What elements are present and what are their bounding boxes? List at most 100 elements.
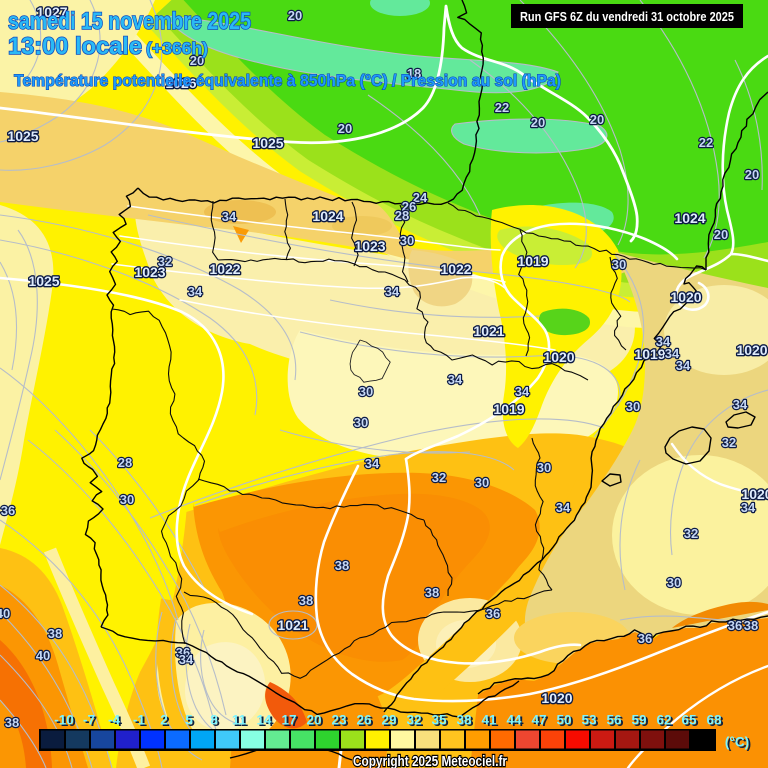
svg-text:30: 30 xyxy=(400,233,414,248)
svg-text:1025: 1025 xyxy=(252,135,283,151)
svg-text:(°C): (°C) xyxy=(725,735,749,750)
svg-text:1019: 1019 xyxy=(517,253,548,269)
svg-text:Température potentielle équiva: Température potentielle équivalente à 85… xyxy=(14,71,561,90)
svg-text:2: 2 xyxy=(162,714,170,729)
svg-text:20: 20 xyxy=(714,227,728,242)
svg-text:1024: 1024 xyxy=(312,208,343,224)
svg-text:68: 68 xyxy=(708,714,724,729)
svg-text:Copyright 2025 Meteociel.fr: Copyright 2025 Meteociel.fr xyxy=(353,754,507,768)
svg-text:20: 20 xyxy=(306,713,321,728)
svg-text:68: 68 xyxy=(706,713,722,728)
svg-text:47: 47 xyxy=(533,714,548,729)
svg-text:5: 5 xyxy=(187,714,195,729)
svg-text:8: 8 xyxy=(210,713,218,728)
svg-text:14: 14 xyxy=(258,714,274,729)
svg-text:1020: 1020 xyxy=(741,486,768,502)
svg-text:36: 36 xyxy=(638,631,652,646)
svg-text:1023: 1023 xyxy=(354,238,385,254)
svg-text:40: 40 xyxy=(36,648,50,663)
svg-text:32: 32 xyxy=(722,435,736,450)
svg-text:34: 34 xyxy=(385,284,400,299)
svg-text:47: 47 xyxy=(531,713,546,728)
svg-text:14: 14 xyxy=(256,713,272,728)
svg-text:20: 20 xyxy=(531,115,545,130)
svg-text:13:00 locale: 13:00 locale xyxy=(8,33,142,60)
svg-text:59: 59 xyxy=(633,714,648,729)
svg-text:20: 20 xyxy=(745,167,759,182)
svg-text:53: 53 xyxy=(583,714,599,729)
svg-text:1022: 1022 xyxy=(209,261,240,277)
svg-text:30: 30 xyxy=(475,475,489,490)
svg-text:36: 36 xyxy=(728,618,742,633)
svg-text:8: 8 xyxy=(212,714,220,729)
svg-text:20: 20 xyxy=(338,121,352,136)
svg-text:34: 34 xyxy=(448,372,463,387)
svg-text:1027: 1027 xyxy=(36,4,67,20)
svg-text:30: 30 xyxy=(612,257,626,272)
svg-text:38: 38 xyxy=(744,618,758,633)
svg-text:29: 29 xyxy=(383,714,398,729)
svg-text:38: 38 xyxy=(48,626,62,641)
svg-text:1026: 1026 xyxy=(165,75,196,91)
svg-text:32: 32 xyxy=(432,470,446,485)
svg-text:-10: -10 xyxy=(56,714,76,729)
svg-text:34: 34 xyxy=(665,346,680,361)
svg-text:28: 28 xyxy=(118,455,132,470)
svg-text:1021: 1021 xyxy=(277,617,308,633)
svg-text:53: 53 xyxy=(581,713,597,728)
svg-text:29: 29 xyxy=(381,713,396,728)
svg-text:32: 32 xyxy=(158,254,172,269)
svg-text:23: 23 xyxy=(333,714,349,729)
svg-text:samedi 15 novembre 2025: samedi 15 novembre 2025 xyxy=(8,8,251,35)
svg-text:38: 38 xyxy=(299,593,313,608)
svg-text:38: 38 xyxy=(5,715,19,730)
svg-text:34: 34 xyxy=(733,397,748,412)
svg-text:18: 18 xyxy=(407,66,421,81)
svg-text:-10: -10 xyxy=(54,713,74,728)
svg-text:41: 41 xyxy=(483,714,499,729)
svg-text:20: 20 xyxy=(590,112,604,127)
svg-text:50: 50 xyxy=(558,714,573,729)
svg-text:62: 62 xyxy=(656,713,671,728)
svg-text:40: 40 xyxy=(0,606,10,621)
svg-text:17: 17 xyxy=(281,713,296,728)
svg-text:30: 30 xyxy=(354,415,368,430)
svg-text:34: 34 xyxy=(556,500,571,515)
svg-text:1023: 1023 xyxy=(134,264,165,280)
svg-text:1019: 1019 xyxy=(493,401,524,417)
svg-text:30: 30 xyxy=(120,492,134,507)
svg-text:22: 22 xyxy=(495,100,509,115)
svg-text:-7: -7 xyxy=(83,713,95,728)
svg-text:26: 26 xyxy=(356,713,372,728)
svg-text:56: 56 xyxy=(608,714,624,729)
svg-text:34: 34 xyxy=(222,209,237,224)
svg-text:32: 32 xyxy=(406,713,421,728)
svg-text:34: 34 xyxy=(365,456,380,471)
svg-text:34: 34 xyxy=(188,284,203,299)
svg-text:34: 34 xyxy=(741,500,756,515)
svg-text:41: 41 xyxy=(481,713,497,728)
svg-text:34: 34 xyxy=(179,652,194,667)
svg-text:1020: 1020 xyxy=(541,690,572,706)
svg-text:(+366h): (+366h) xyxy=(146,39,208,58)
svg-text:1020: 1020 xyxy=(670,289,701,305)
svg-text:5: 5 xyxy=(185,713,193,728)
svg-text:1020: 1020 xyxy=(736,342,767,358)
svg-text:44: 44 xyxy=(506,713,522,728)
svg-text:20: 20 xyxy=(308,714,323,729)
svg-text:36: 36 xyxy=(1,503,15,518)
svg-text:1025: 1025 xyxy=(28,273,59,289)
svg-text:32: 32 xyxy=(684,526,698,541)
svg-text:1019: 1019 xyxy=(634,346,665,362)
svg-text:(°C): (°C) xyxy=(727,736,751,751)
svg-text:30: 30 xyxy=(626,399,640,414)
svg-text:20: 20 xyxy=(190,53,204,68)
svg-text:-1: -1 xyxy=(135,714,147,729)
svg-text:-4: -4 xyxy=(108,713,120,728)
svg-text:24: 24 xyxy=(413,190,428,205)
svg-text:23: 23 xyxy=(331,713,347,728)
svg-text:11: 11 xyxy=(232,713,247,728)
svg-text:22: 22 xyxy=(699,135,713,150)
svg-text:2: 2 xyxy=(160,713,168,728)
svg-text:30: 30 xyxy=(359,384,373,399)
